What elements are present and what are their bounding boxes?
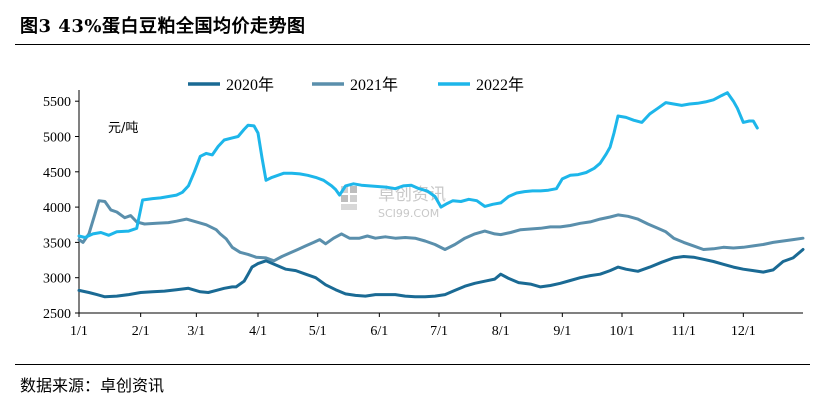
- figure-title: 图3 43%蛋白豆粕全国均价走势图: [20, 16, 306, 37]
- x-tick-label: 12/1: [731, 324, 756, 339]
- x-tick-label: 8/1: [492, 324, 510, 339]
- title-rule: [15, 44, 810, 45]
- axis-frame: [78, 90, 803, 314]
- source-rule: [15, 364, 810, 365]
- y-tick-label: 4500: [43, 166, 71, 181]
- x-tick-label: 1/1: [70, 324, 88, 339]
- series-line-1: [77, 248, 805, 299]
- y-tick-label: 3500: [43, 236, 71, 251]
- y-tick-label: 4000: [43, 201, 71, 216]
- watermark-logo: 卓创资讯 SCI99.COM: [341, 185, 446, 220]
- legend: 2020年 2021年 2022年: [188, 76, 524, 94]
- y-tick-label: 2500: [43, 307, 71, 322]
- unit-label: 元/吨: [108, 121, 138, 136]
- watermark-url: SCI99.COM: [378, 207, 439, 220]
- x-tick-label: 3/1: [187, 324, 205, 339]
- source-text: 数据来源：卓创资讯: [20, 376, 165, 395]
- series-lines: [77, 91, 805, 299]
- y-tick-label: 5000: [43, 131, 71, 146]
- x-axis-ticks: 1/1 2/1 3/1 4/1 5/1 6/1 7/1 8/1 9/1 10/1 11/1 12/1: [70, 313, 756, 339]
- y-tick-label: 3000: [43, 272, 71, 287]
- x-tick-label: 9/1: [553, 324, 571, 339]
- x-tick-label: 2/1: [132, 324, 150, 339]
- y-tick-label: 5500: [43, 95, 71, 110]
- x-tick-label: 7/1: [430, 324, 448, 339]
- x-tick-label: 5/1: [309, 324, 327, 339]
- legend-label: 2022年: [476, 76, 524, 94]
- x-tick-label: 10/1: [610, 324, 635, 339]
- series-line-2: [77, 199, 805, 263]
- x-tick-label: 11/1: [671, 324, 695, 339]
- x-tick-label: 4/1: [249, 324, 267, 339]
- y-axis-ticks: 2500 3000 3500 4000 4500 5000 5500: [43, 95, 79, 322]
- legend-label: 2021年: [350, 76, 398, 94]
- price-line-chart: 卓创资讯 SCI99.COM 2500 3000 3500 4000 4500 5000 5…: [43, 76, 805, 339]
- series-line-3: [77, 91, 759, 239]
- x-tick-label: 6/1: [370, 324, 388, 339]
- legend-label: 2020年: [226, 76, 274, 94]
